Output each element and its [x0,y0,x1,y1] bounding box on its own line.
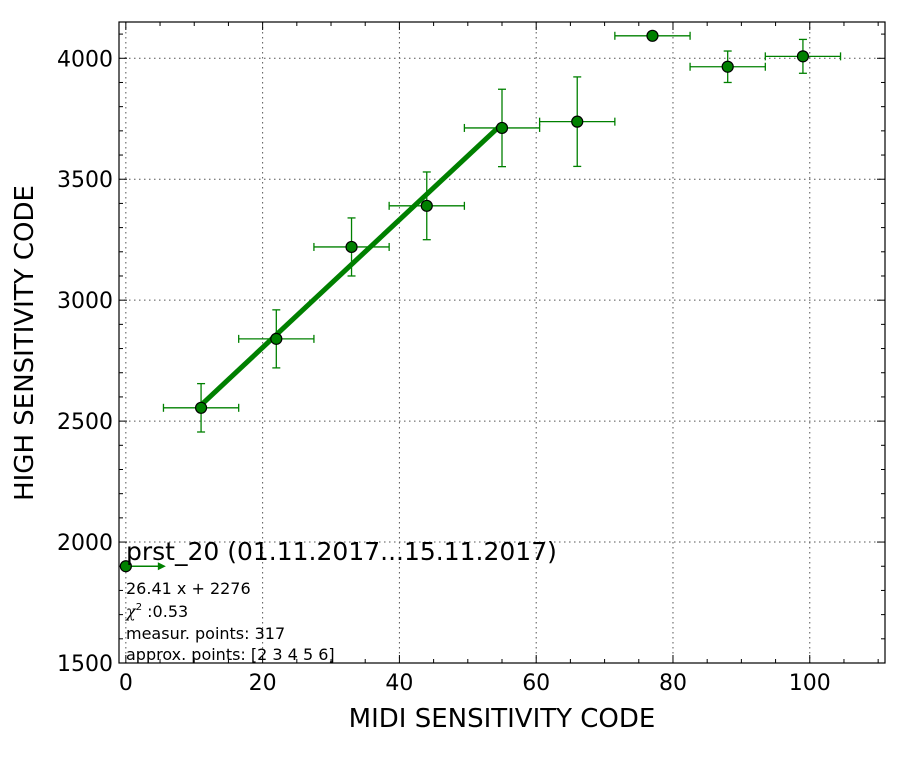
x-tick-label: 100 [789,671,831,696]
data-point [119,560,132,573]
x-axis-label: MIDI SENSITIVITY CODE [349,704,656,734]
x-tick-label: 0 [119,671,133,696]
y-tick-label: 2000 [57,531,113,556]
data-point [270,332,283,345]
grid-lines [119,22,885,664]
y-tick-labels: 1500 2000 2500 3000 3500 4000 [57,47,113,677]
chi2-annotation: χ2 :0.53 [125,602,188,621]
data-point [495,121,509,135]
y-tick-label: 1500 [57,652,113,677]
chart-title: prst_20 (01.11.2017...15.11.2017) [126,537,557,566]
data-point [420,199,433,212]
data-point [571,115,584,128]
data-point [194,401,208,414]
arrow-marker-head [157,562,166,571]
plot-frame [118,21,886,664]
data-point [345,240,358,254]
data-point [721,60,734,73]
x-tick-label: 80 [659,671,687,696]
x-tick-label: 20 [249,671,277,696]
chi2-superscript: 2 [136,602,142,613]
approx-points-annotation: approx. points: [2 3 4 5 6] [126,645,335,664]
y-tick-label: 4000 [57,47,113,72]
chi2-value: :0.53 [142,602,188,621]
measur-points-annotation: measur. points: 317 [126,624,285,643]
y-tick-label: 2500 [57,410,113,435]
y-axis-label: HIGH SENSITIVITY CODE [10,185,40,501]
chi2-symbol: χ [125,602,137,621]
data-points [119,29,810,573]
fit-equation: 26.41 x + 2276 [126,579,251,598]
data-point [646,29,659,42]
y-tick-label: 3500 [57,168,113,193]
y-tick-label: 3000 [57,289,113,314]
data-point [796,50,810,63]
x-tick-label: 60 [522,671,550,696]
x-tick-labels: 0 20 40 60 80 100 [119,671,831,696]
minor-ticks [119,22,885,664]
x-tick-label: 40 [385,671,413,696]
